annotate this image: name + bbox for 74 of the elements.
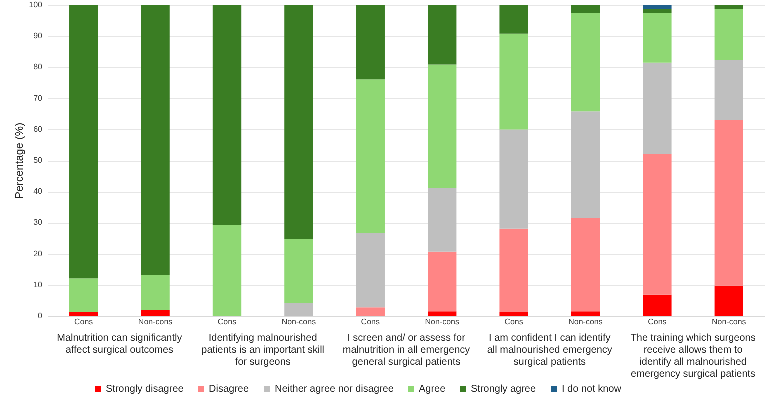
bar (571, 13, 600, 112)
bar (643, 5, 672, 10)
x-tick-label: Non-cons (568, 318, 603, 326)
bar (500, 312, 528, 316)
y-tick-label: 0 (38, 312, 44, 320)
bar (356, 308, 385, 316)
x-tick-label: Cons (648, 318, 667, 326)
bar (141, 5, 170, 276)
bar (500, 228, 528, 312)
bar (643, 294, 672, 316)
y-tick-label: 100 (29, 0, 44, 10)
y-tick-label: 80 (34, 62, 44, 72)
bar (212, 5, 242, 226)
y-tick-label: 10 (34, 280, 44, 290)
bar (571, 112, 600, 218)
bar (212, 225, 242, 316)
bar (356, 5, 385, 80)
x-tick-label: Cons (218, 318, 237, 326)
bar (284, 239, 314, 304)
bar (714, 5, 744, 10)
bar (356, 232, 385, 308)
y-tick-label: 70 (34, 94, 44, 103)
x-tick-label: Cons (504, 318, 524, 326)
bar (356, 80, 385, 233)
text: The training which surgeons receive allows them to identify all malnourished emergency surgical patients (630, 333, 756, 380)
bar (571, 5, 600, 14)
bar (714, 120, 744, 286)
bar (428, 64, 457, 188)
y-axis-title: Percentage (%) (14, 122, 26, 200)
y-tick-label: 50 (34, 156, 44, 165)
x-tick-label: Non-cons (138, 318, 173, 326)
bar (714, 286, 744, 316)
bar (428, 312, 457, 316)
bar (714, 9, 744, 60)
x-tick-label: Non-cons (712, 318, 746, 326)
y-tick-label: 20 (34, 249, 44, 258)
y-tick-label: 90 (34, 32, 44, 41)
bar (500, 34, 528, 130)
bar (70, 5, 98, 279)
x-tick-label: Non-cons (425, 318, 460, 326)
y-tick-label: 30 (34, 218, 44, 228)
text: Identifying malnourished patients is an important skill for surgeons (202, 333, 325, 368)
legend-label: Agree (419, 384, 446, 395)
bar (643, 62, 672, 154)
x-tick-label: Non-cons (282, 318, 316, 326)
legend-label: Neither agree nor disagree (275, 384, 394, 395)
bar (70, 312, 98, 316)
x-tick-label: Cons (361, 318, 380, 326)
bar (571, 218, 600, 312)
bar (643, 9, 672, 14)
bar (70, 278, 98, 312)
y-tick-label: 40 (34, 187, 44, 196)
legend-label: Strongly agree (471, 384, 536, 395)
bar (643, 154, 672, 295)
bar (428, 5, 457, 65)
x-tick-label: Cons (74, 318, 94, 326)
text: I screen and/ or assess for malnutrition in all emergency general surgical patients (342, 333, 470, 368)
bar (714, 60, 744, 120)
bar (141, 275, 170, 310)
bar (284, 303, 314, 316)
legend-label: I do not know (562, 384, 622, 395)
legend-label: Disagree (209, 384, 250, 395)
bar (284, 5, 314, 240)
y-tick-label: 60 (34, 124, 44, 134)
bar (141, 310, 170, 316)
text: I am confident I can identify all malnourished emergency surgical patients (487, 333, 612, 368)
bar (500, 130, 528, 229)
bar (571, 312, 600, 316)
bar (643, 13, 672, 63)
legend-label: Strongly disagree (106, 384, 184, 395)
bar (500, 5, 528, 34)
bar (428, 252, 457, 312)
bar (428, 188, 457, 252)
text: Malnutrition can significantly affect surgical outcomes (57, 333, 182, 356)
